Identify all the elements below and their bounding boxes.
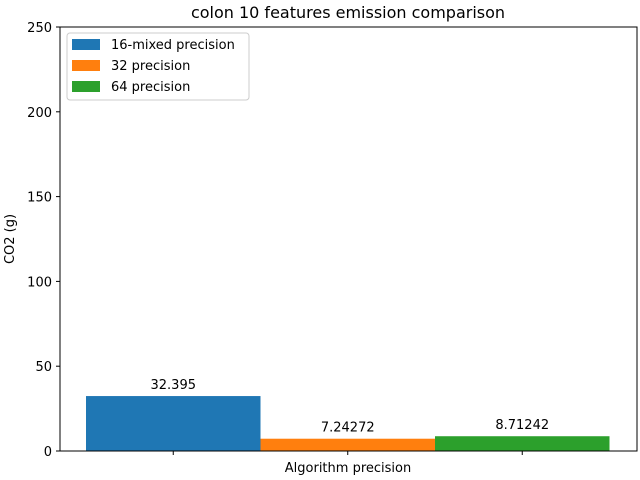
legend-swatch [72, 60, 100, 71]
data-labels-group: 32.395 7.24272 8.71242 [151, 378, 550, 436]
y-tick-label: 100 [27, 275, 52, 290]
y-tick-label: 250 [27, 21, 52, 36]
bar-2 [260, 438, 435, 451]
y-tick-label: 0 [44, 445, 52, 460]
bars-group [86, 396, 610, 451]
bar-value-label: 32.395 [151, 378, 197, 393]
y-axis-ticks: 0 50 100 150 200 250 [27, 21, 60, 460]
legend-entry-label: 64 precision [111, 80, 190, 95]
x-axis-label: Algorithm precision [285, 461, 411, 476]
x-axis-ticks [172, 451, 523, 455]
bar-3 [435, 436, 610, 451]
chart-title: colon 10 features emission comparison [191, 3, 505, 22]
legend: 16-mixed precision 32 precision 64 precisi… [66, 32, 250, 101]
y-tick-label: 50 [35, 360, 52, 375]
legend-swatch [72, 81, 100, 92]
plot-frame [59, 26, 638, 452]
bar-value-label: 8.71242 [495, 418, 549, 433]
legend-entry-label: 32 precision [111, 59, 190, 74]
y-tick-label: 200 [27, 106, 52, 121]
legend-frame [66, 32, 250, 101]
y-axis-label: CO2 (g) [3, 214, 18, 264]
y-tick-label: 150 [27, 191, 52, 206]
bar-1 [86, 396, 261, 451]
bar-value-label: 7.24272 [321, 421, 375, 436]
legend-swatch [72, 39, 100, 50]
legend-entry-label: 16-mixed precision [111, 38, 235, 53]
